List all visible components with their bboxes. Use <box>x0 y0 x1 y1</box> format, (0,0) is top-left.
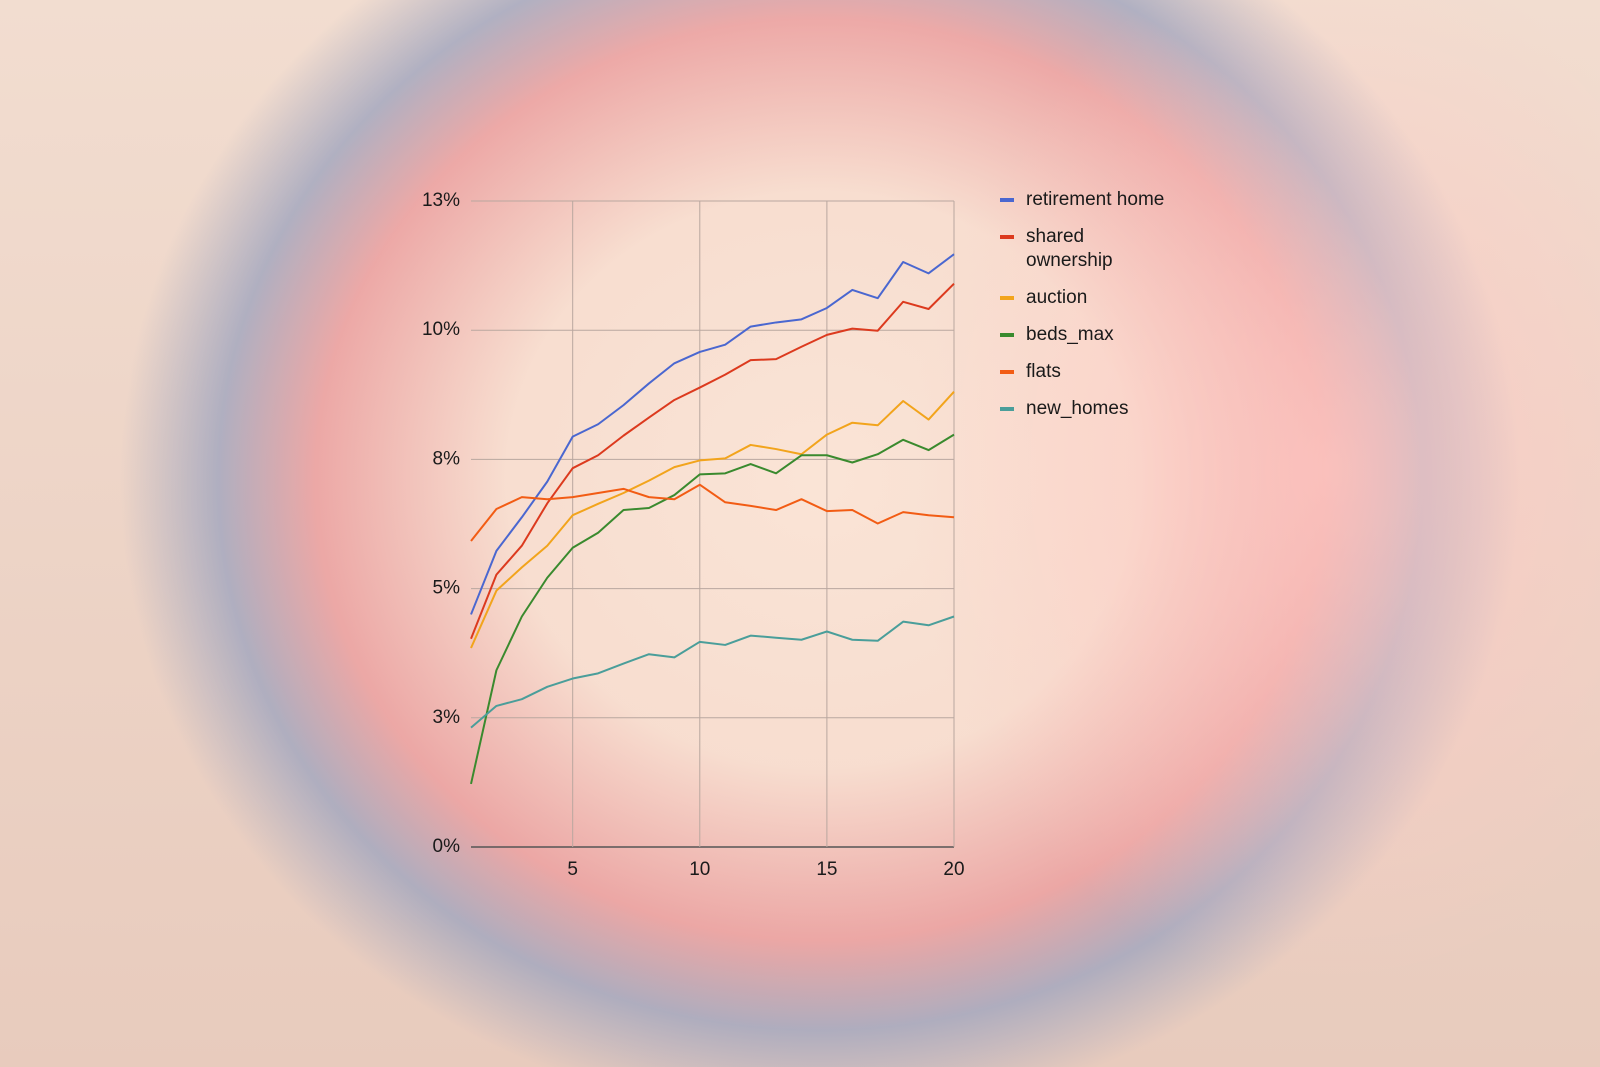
series-line <box>470 433 955 785</box>
series-line <box>470 282 955 640</box>
legend-item: auction <box>1000 286 1175 310</box>
legend-label: shared ownership <box>1026 226 1113 271</box>
legend-swatch <box>1000 333 1014 337</box>
legend-label: new_homes <box>1026 398 1129 419</box>
series-line <box>470 253 955 615</box>
legend-label: flats <box>1026 361 1061 382</box>
x-tick-label: 20 <box>943 859 964 880</box>
legend-swatch <box>1000 407 1014 411</box>
y-tick-label: 13% <box>422 190 460 211</box>
y-tick-label: 5% <box>433 578 461 599</box>
legend-swatch <box>1000 370 1014 374</box>
legend-swatch <box>1000 296 1014 300</box>
y-tick-label: 3% <box>433 707 461 728</box>
legend-swatch <box>1000 235 1014 239</box>
legend-label: beds_max <box>1026 324 1114 345</box>
legend-swatch <box>1000 198 1014 202</box>
y-tick-label: 8% <box>433 448 461 469</box>
x-tick-label: 5 <box>567 859 578 880</box>
legend-item: beds_max <box>1000 323 1175 347</box>
legend-item: flats <box>1000 360 1175 384</box>
x-tick-label: 15 <box>816 859 837 880</box>
x-tick-label: 10 <box>689 859 710 880</box>
y-tick-label: 0% <box>433 836 461 857</box>
series-line <box>470 615 955 729</box>
legend-label: retirement home <box>1026 189 1165 210</box>
legend-item: retirement home <box>1000 188 1175 212</box>
series-line <box>470 483 955 542</box>
y-tick-label: 10% <box>422 319 460 340</box>
series-line <box>470 391 955 649</box>
legend-label: auction <box>1026 287 1088 308</box>
legend-item: new_homes <box>1000 397 1175 421</box>
legend: retirement home shared ownership auction be… <box>1000 188 1175 434</box>
legend-item: shared ownership <box>1000 225 1175 273</box>
